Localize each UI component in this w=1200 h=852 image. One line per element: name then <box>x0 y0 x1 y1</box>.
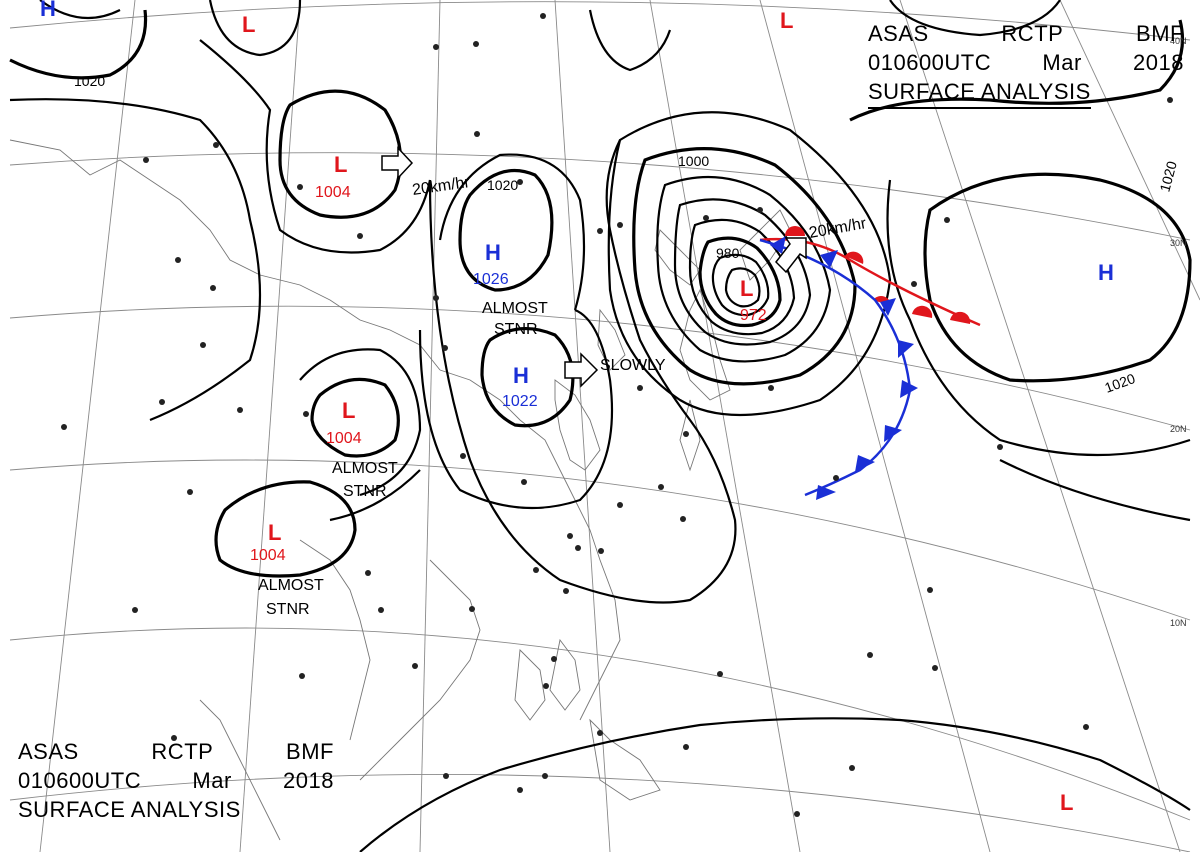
pressure-centers: H L L 1004 H 1026 H 1022 L 972 L 1004 L … <box>40 0 1114 815</box>
header-bottom-title: SURFACE ANALYSIS <box>18 797 241 822</box>
low-value-north-1004: 1004 <box>315 184 351 201</box>
movement-arrows <box>381 146 807 388</box>
isobar-low-1004-north <box>278 89 403 219</box>
header-top-year: 2018 <box>1133 50 1184 75</box>
isobar-label-1020-ne: 1020 <box>1156 159 1180 193</box>
header-top-line2: 010600UTC Mar 2018 <box>868 48 1184 77</box>
high-value-1022: 1022 <box>502 393 538 410</box>
header-bottom-station: RCTP <box>151 739 214 764</box>
isobars <box>9 0 1192 852</box>
header-bottom-code: BMF <box>286 739 334 764</box>
high-center-east: H <box>1098 260 1114 285</box>
stnr-label-southwest-line1: ALMOST <box>258 577 324 594</box>
low-center-typhoon: L <box>740 276 753 301</box>
header-top-station: RCTP <box>1001 21 1064 46</box>
stnr-label-west-line1: ALMOST <box>332 460 398 477</box>
chart-header-bottom: ASAS RCTP BMF 010600UTC Mar 2018 SURFACE… <box>18 737 334 824</box>
header-top-agency: ASAS <box>868 21 929 46</box>
isobar-1020-east <box>849 19 1185 122</box>
isobar-label-1020-nw: 1020 <box>74 73 105 89</box>
header-bottom-line2: 010600UTC Mar 2018 <box>18 766 334 795</box>
high-value-1026: 1026 <box>473 271 509 288</box>
header-top-code: BMF <box>1136 21 1184 46</box>
isobar-high-1022 <box>480 326 575 428</box>
low-center-west-1004: L <box>342 398 355 423</box>
isobar-labels: 1020 1020 1000 980 1020 1020 <box>74 73 1180 396</box>
high-center-northwest: H <box>40 0 56 21</box>
high-center-1026: H <box>485 240 501 265</box>
cold-front-line <box>759 238 912 497</box>
header-top-line3: SURFACE ANALYSIS <box>868 77 1184 109</box>
lat-label-40n: 40N <box>1170 36 1187 46</box>
motion-label-slowly: SLOWLY <box>600 357 666 374</box>
header-bottom-year: 2018 <box>283 768 334 793</box>
header-top-time: 010600UTC <box>868 50 992 75</box>
arrow-high-1022 <box>564 352 599 388</box>
isobar-1020-northwest <box>9 9 148 80</box>
isobar-label-1000: 1000 <box>678 153 709 169</box>
chart-header-top: ASAS RCTP BMF 010600UTC Mar 2018 SURFACE… <box>868 19 1184 109</box>
latitude-labels: 40N 30N 20N 10N <box>1170 36 1187 628</box>
low-value-southwest-1004: 1004 <box>250 547 286 564</box>
isobar-label-980: 980 <box>716 245 740 261</box>
isobar-1020-east-outer <box>923 172 1192 383</box>
header-bottom-line1: ASAS RCTP BMF <box>18 737 334 766</box>
header-bottom-time: 010600UTC <box>18 768 142 793</box>
stnr-label-southwest-line2: STNR <box>266 601 310 618</box>
arrow-typhoon <box>775 237 807 274</box>
isobar-high-1026 <box>458 168 554 292</box>
low-value-west-1004: 1004 <box>326 430 362 447</box>
header-top-month: Mar <box>1042 50 1082 75</box>
stnr-label-center-line2: STNR <box>494 321 538 338</box>
low-center-north: L <box>242 12 255 37</box>
header-top-line1: ASAS RCTP BMF <box>868 19 1184 48</box>
low-center-northeast: L <box>780 8 793 33</box>
isobar-1000 <box>632 147 857 386</box>
isobar-label-1020-center: 1020 <box>487 177 518 193</box>
header-bottom-month: Mar <box>192 768 232 793</box>
annotations: 20km/hr 20km/hr SLOWLY ALMOST STNR ALMOS… <box>258 174 868 618</box>
low-center-southwest-1004: L <box>268 520 281 545</box>
stnr-label-center-line1: ALMOST <box>482 300 548 317</box>
isobar-low-1004-southwest <box>214 480 357 578</box>
lat-label-20n: 20N <box>1170 424 1187 434</box>
header-bottom-agency: ASAS <box>18 739 79 764</box>
header-top-title: SURFACE ANALYSIS <box>868 77 1091 109</box>
header-bottom-line3: SURFACE ANALYSIS <box>18 795 334 824</box>
isobar-low-1004-west <box>310 377 400 458</box>
lat-label-30n: 30N <box>1170 238 1187 248</box>
isobar-980 <box>698 236 782 328</box>
lat-label-10n: 10N <box>1170 618 1187 628</box>
low-center-southeast: L <box>1060 790 1073 815</box>
stnr-label-west-line2: STNR <box>343 483 387 500</box>
station-markers <box>61 13 1173 817</box>
high-center-1022: H <box>513 363 529 388</box>
arrow-north-low <box>381 146 414 180</box>
low-value-typhoon: 972 <box>740 307 767 324</box>
low-center-north-1004: L <box>334 152 347 177</box>
